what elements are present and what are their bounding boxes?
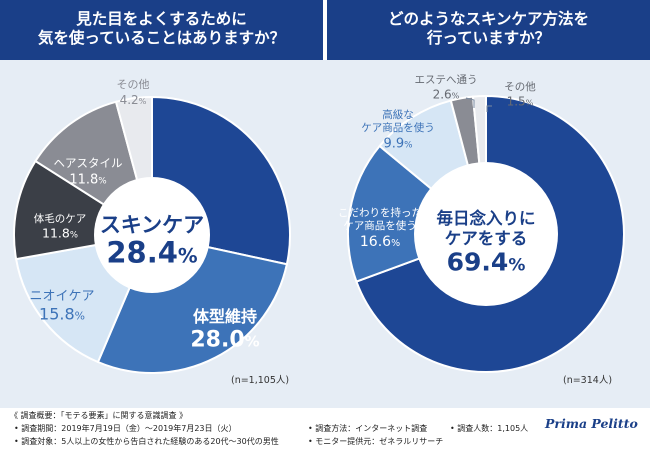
brand-logo: Prima Pelitto <box>545 416 638 431</box>
survey-footer: 《 調査概要：「モテる要素」に関する意識調査 》 • 調査期間：2019年7月1… <box>0 408 650 450</box>
label-hairstyle: ヘアスタイル 11.8% <box>54 156 123 188</box>
left-sample-size: (n=1,105人) <box>231 375 290 386</box>
label-hairstyle-text: ヘアスタイル <box>54 156 123 170</box>
survey-period: • 調査期間：2019年7月19日（金）～2019年7月23日（火） <box>14 424 237 433</box>
label-other-right-text: その他 <box>504 80 536 93</box>
label-daily-care-text: ケアをする <box>445 229 528 248</box>
label-esthetic-salon-value: 2.6% <box>433 87 460 101</box>
pie-0-center <box>94 177 210 293</box>
header-divider <box>323 0 327 60</box>
pie-1-center <box>414 162 558 306</box>
label-other-right-value: 1.5% <box>507 94 534 108</box>
label-luxury-products-value: 9.9% <box>383 136 412 151</box>
survey-count: • 調査人数：1,105人 <box>450 424 529 433</box>
label-skincare-value: 28.4% <box>106 235 198 269</box>
label-odor-care-value: 15.8% <box>39 304 85 323</box>
label-other-left-value: 4.2% <box>120 93 147 107</box>
label-skincare-text: スキンケア <box>100 213 204 237</box>
right-title-line-2: 行っていますか？ <box>426 29 551 47</box>
label-body-shape: 体型維持 28.0% <box>190 307 259 353</box>
label-odor-care-text: ニオイケア <box>29 289 94 304</box>
survey-method: • 調査方法：インターネット調査 <box>308 424 428 433</box>
label-other-left-text: その他 <box>117 78 150 91</box>
left-title-line-1: 見た目をよくするために <box>76 10 247 28</box>
label-body-shape-text: 体型維持 <box>193 307 257 326</box>
label-hairstyle-value: 11.8% <box>69 173 106 188</box>
label-particular-products-text: こだわりを持った <box>338 206 422 219</box>
right-sample-size: (n=314人) <box>563 375 613 386</box>
label-daily-care-text: 毎日念入りに <box>437 208 536 228</box>
label-esthetic-salon-text: エステへ通う <box>415 74 478 86</box>
label-daily-care-value: 69.4% <box>447 248 526 277</box>
left-title-line-2: 気を使っていることはありますか？ <box>37 29 286 47</box>
label-luxury-products-text: 高級な <box>382 108 414 121</box>
left-question-header: 見た目をよくするために 気を使っていることはありますか？ <box>0 0 323 60</box>
leader-line <box>486 105 492 112</box>
label-body-hair-value: 11.8% <box>42 226 78 241</box>
right-title-line-1: どのようなスキンケア方法を <box>387 10 590 28</box>
label-luxury-products-text: ケア商品を使う <box>361 121 435 134</box>
right-question-header: どのようなスキンケア方法を 行っていますか？ <box>327 0 650 60</box>
survey-target: • 調査対象：5人以上の女性から告白された経験のある20代～30代の男性 <box>14 437 279 446</box>
survey-provider: • モニター提供元：ゼネラルリサーチ <box>308 437 444 446</box>
label-body-hair-text: 体毛のケア <box>34 213 87 225</box>
label-other-left: その他 4.2% <box>117 78 150 107</box>
leader-line <box>465 97 475 108</box>
label-particular-products-value: 16.6% <box>360 234 400 250</box>
label-particular-products-text: ケア商品を使う <box>343 219 417 232</box>
label-body-shape-value: 28.0% <box>190 328 259 353</box>
survey-title: 《 調査概要：「モテる要素」に関する意識調査 》 <box>10 411 188 420</box>
